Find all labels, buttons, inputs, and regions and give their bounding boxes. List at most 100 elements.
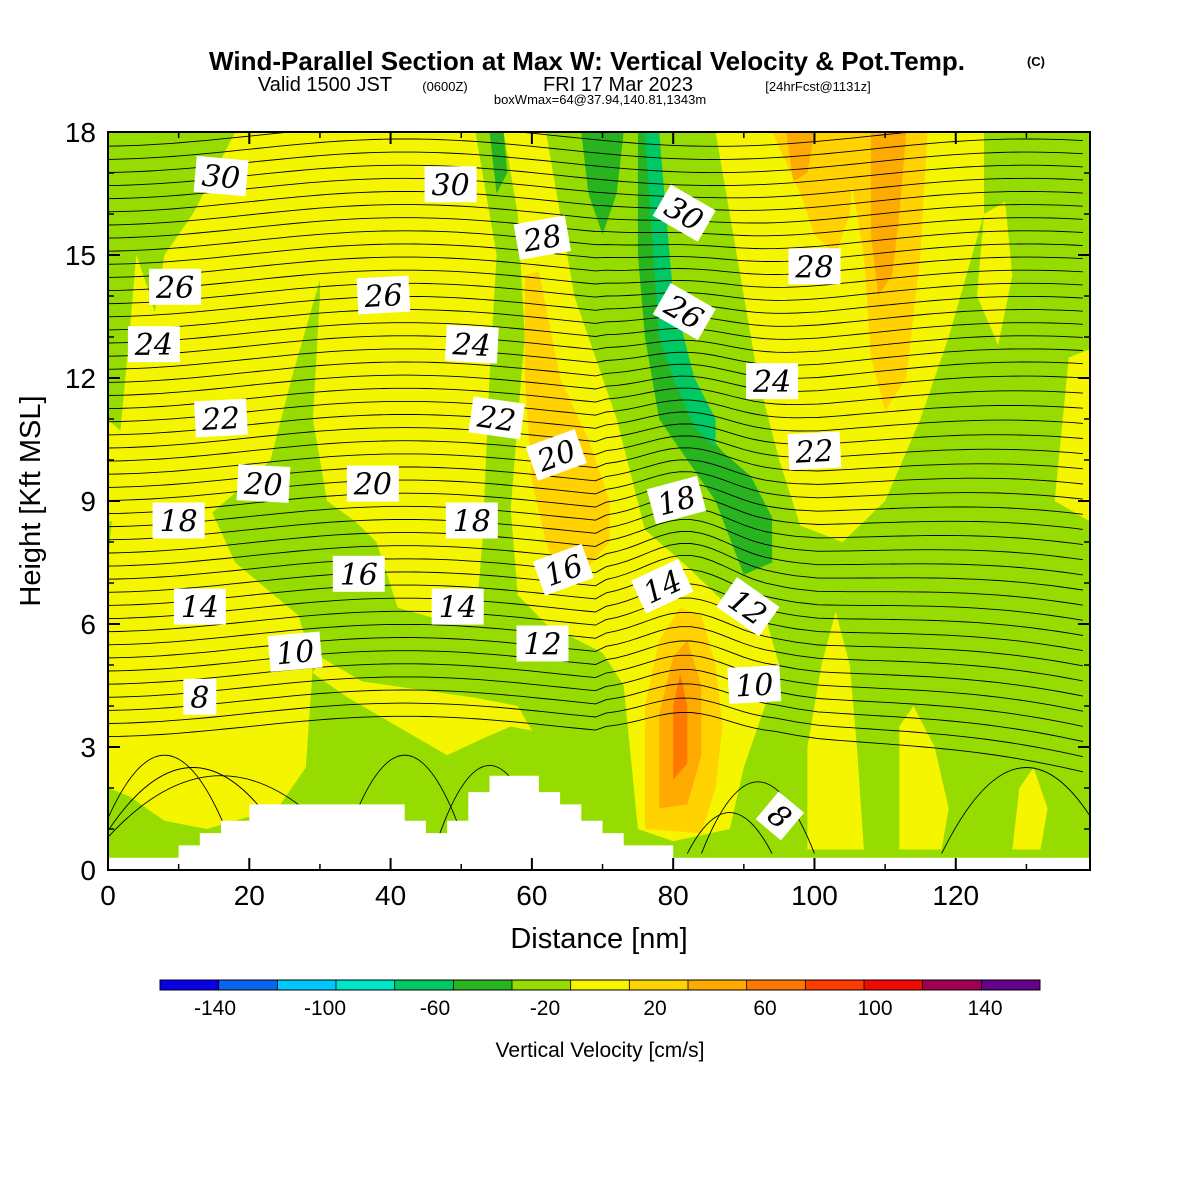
colorbar-tick-label: -60 xyxy=(420,997,450,1020)
chart-title-suffix: (C) xyxy=(1027,54,1045,69)
downdraft-column xyxy=(489,132,508,194)
theta-contour-line xyxy=(108,597,1083,652)
colorbar-tick-label: 20 xyxy=(643,997,666,1020)
contour-label-text: 26 xyxy=(155,271,194,306)
y-tick-label: 15 xyxy=(65,240,96,271)
forecast-label: [24hrFcst@1131z] xyxy=(765,79,870,94)
theta-contour-line xyxy=(108,204,1083,226)
theta-contour-line xyxy=(108,230,1083,252)
contour-label-text: 20 xyxy=(242,467,283,504)
contour-label-box xyxy=(716,577,780,637)
theta-contour-line xyxy=(108,217,1083,239)
contour-label: 20 xyxy=(346,465,399,503)
theta-contour-line xyxy=(108,322,1083,344)
colorbar-swatch xyxy=(981,980,1040,990)
colorbar-swatch xyxy=(688,980,747,990)
contour-label: 18 xyxy=(152,502,205,540)
theta-contour-line xyxy=(108,348,1083,370)
colorbar-swatch xyxy=(864,980,923,990)
theta-contour-line xyxy=(108,282,1083,305)
contour-label: 16 xyxy=(332,555,385,593)
theta-contour-line xyxy=(108,711,1083,773)
contour-label-text: 10 xyxy=(734,668,774,705)
contour-label: 8 xyxy=(183,678,217,716)
contour-label: 28 xyxy=(513,215,572,260)
contour-label-box xyxy=(424,166,477,203)
updraft-peak xyxy=(673,673,688,780)
colorbar-swatch xyxy=(336,980,395,990)
theta-contour-line xyxy=(108,531,1083,576)
contour-label: 10 xyxy=(727,665,782,705)
colorbar-swatch xyxy=(277,980,336,990)
contour-label: 26 xyxy=(149,268,202,306)
y-tick-label: 0 xyxy=(80,855,96,886)
theta-contour-line xyxy=(108,243,1083,265)
contour-label-text: 30 xyxy=(432,168,470,203)
theta-contour-line xyxy=(108,495,1083,530)
updraft-band-ridge xyxy=(977,201,1013,346)
contour-label-box xyxy=(194,398,248,438)
theta-contour-line xyxy=(108,683,1083,742)
theta-contour-line xyxy=(108,164,1083,187)
x-axis-ticks: 0 20 40 60 80 100 120 xyxy=(100,132,1028,911)
contour-label: 10 xyxy=(267,631,323,672)
contour-label-box xyxy=(532,543,594,596)
contour-label-text: 18 xyxy=(160,505,198,540)
contour-label-text: 20 xyxy=(353,468,392,503)
contour-label-box xyxy=(513,215,572,260)
contour-label-text: 14 xyxy=(181,591,219,626)
box-wmax-label: boxWmax=64@37.94,140.81,1343m xyxy=(494,92,706,107)
theta-contour-line xyxy=(108,411,1083,436)
theta-contour-line xyxy=(108,191,1083,213)
contour-label: 12 xyxy=(516,625,569,663)
x-tick-label: 120 xyxy=(932,880,979,911)
contour-label: 20 xyxy=(236,464,291,504)
contour-label-box xyxy=(444,324,499,364)
colorbar-swatch xyxy=(570,980,630,990)
contour-label-text: 22 xyxy=(200,401,241,438)
contour-label-box xyxy=(646,475,707,525)
contour-label-box xyxy=(788,248,841,285)
contour-label-box xyxy=(236,464,291,503)
theta-contour-line xyxy=(701,781,815,854)
contour-label-text: 22 xyxy=(794,434,835,471)
contour-label-text: 26 xyxy=(363,278,404,315)
colorbar-swatch xyxy=(746,980,806,990)
contour-label-text: 30 xyxy=(200,159,241,197)
colorbar: -140 -100 -60 -20 20 60 100 140 xyxy=(159,979,1041,1020)
contour-label: 26 xyxy=(356,275,411,315)
theta-contour-line xyxy=(108,387,1083,410)
colorbar-swatch xyxy=(160,980,219,990)
contour-label-box xyxy=(356,275,411,315)
contour-label-box xyxy=(332,555,385,592)
theta-contour-line xyxy=(108,543,1083,591)
colorbar-swatch xyxy=(218,980,278,990)
contour-label: 30 xyxy=(424,166,477,203)
contour-label-text: 16 xyxy=(340,558,378,593)
theta-contour-line xyxy=(108,399,1083,423)
contour-label: 18 xyxy=(445,502,498,540)
contour-label-text: 8 xyxy=(190,681,209,716)
contour-label: 14 xyxy=(431,588,484,626)
contour-label-box xyxy=(652,282,716,341)
colorbar-tick-label: 140 xyxy=(967,997,1002,1020)
theta-contour-line xyxy=(108,554,1083,606)
theta-contour-line xyxy=(108,611,1083,667)
x-tick-label: 100 xyxy=(791,880,838,911)
theta-contour-line xyxy=(108,374,1083,396)
colorbar-swatch xyxy=(394,980,454,990)
colorbar-tick-label: -20 xyxy=(530,997,560,1020)
contour-label-box xyxy=(445,502,498,539)
valid-time-label: Valid 1500 JST xyxy=(258,74,392,96)
x-tick-label: 40 xyxy=(375,880,406,911)
updraft-band-mid-low xyxy=(312,656,532,756)
contour-label-box xyxy=(468,396,525,440)
colorbar-swatch xyxy=(805,980,864,990)
contour-label-text: 12 xyxy=(523,628,561,663)
theta-contour-line xyxy=(108,519,1083,561)
contour-label-box xyxy=(149,268,202,305)
updraft-band-edge xyxy=(1054,349,1090,522)
x-tick-label: 0 xyxy=(100,880,116,911)
theta-contour-line xyxy=(108,138,1083,160)
theta-contour-line xyxy=(686,812,773,854)
